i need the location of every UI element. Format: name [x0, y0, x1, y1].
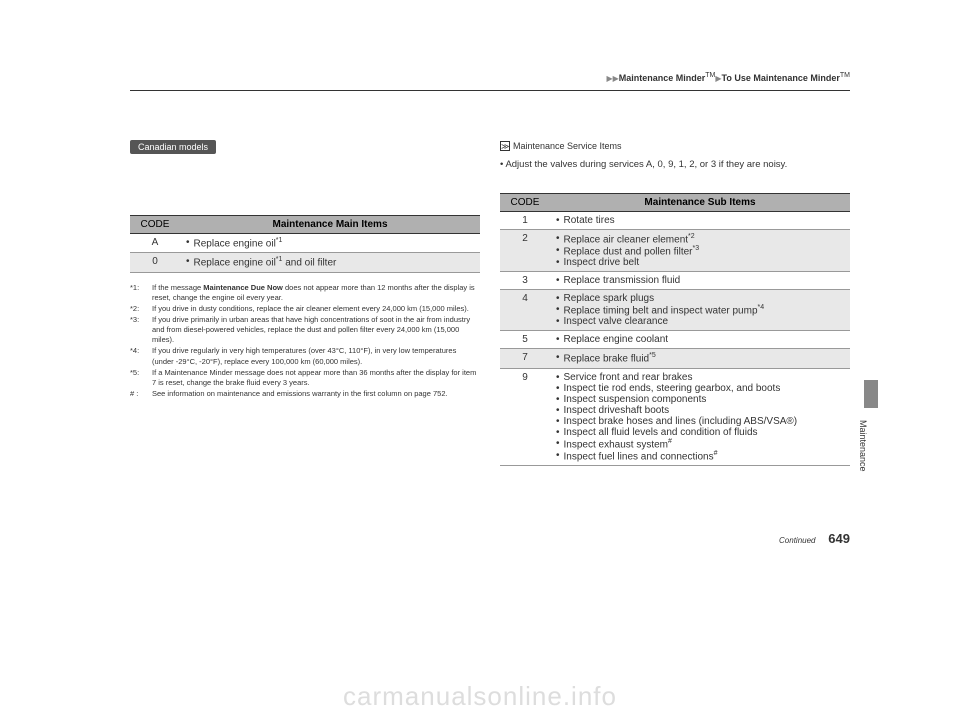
footnote-text: If the message Maintenance Due Now does …: [152, 283, 480, 303]
table-row: 3 Replace transmission fluid: [500, 272, 850, 290]
code-cell: 5: [500, 331, 550, 349]
footnotes-block: *1:If the message Maintenance Due Now do…: [130, 283, 480, 399]
list-item: Replace engine oil*1: [186, 237, 474, 249]
list-item: Inspect fuel lines and connections#: [556, 450, 844, 462]
footnote-text: See information on maintenance and emiss…: [152, 389, 448, 399]
list-item: Rotate tires: [556, 215, 844, 226]
list-item: Inspect drive belt: [556, 257, 844, 268]
table-row: 4Replace spark plugsReplace timing belt …: [500, 290, 850, 331]
tm-mark-2: TM: [840, 72, 850, 79]
items-cell: Replace air cleaner element*2Replace dus…: [550, 229, 850, 272]
breadcrumb: ▶▶Maintenance MinderTM▶To Use Maintenanc…: [606, 72, 850, 83]
main-head-title: Maintenance Main Items: [180, 216, 480, 234]
footnote-text: If you drive in dusty conditions, replac…: [152, 304, 469, 314]
footnote: *2:If you drive in dusty conditions, rep…: [130, 304, 480, 314]
footnote: *3:If you drive primarily in urban areas…: [130, 315, 480, 345]
breadcrumb-arrow: ▶▶: [606, 74, 618, 83]
table-row: 1 Rotate tires: [500, 211, 850, 229]
code-cell: 2: [500, 229, 550, 272]
table-row: 0 Replace engine oil*1 and oil filter: [130, 253, 480, 272]
list-item: Inspect suspension components: [556, 394, 844, 405]
header-rule: [130, 90, 850, 91]
items-cell: Replace spark plugsReplace timing belt a…: [550, 290, 850, 331]
side-tab: [864, 380, 878, 408]
items-cell: Replace engine oil*1 and oil filter: [180, 253, 480, 272]
list-item: Service front and rear brakes: [556, 372, 844, 383]
list-item: Replace dust and pollen filter*3: [556, 245, 844, 257]
footnote: *5:If a Maintenance Minder message does …: [130, 368, 480, 388]
model-badge: Canadian models: [130, 140, 216, 154]
main-head-code: CODE: [130, 216, 180, 234]
main-items-table: CODE Maintenance Main Items A Replace eng…: [130, 215, 480, 273]
list-item: Replace brake fluid*5: [556, 352, 844, 364]
table-row: 9Service front and rear brakesInspect ti…: [500, 368, 850, 466]
list-item: Inspect brake hoses and lines (including…: [556, 416, 844, 427]
code-cell: 4: [500, 290, 550, 331]
side-label: Maintenance: [858, 420, 868, 472]
list-item: Inspect all fluid levels and condition o…: [556, 427, 844, 438]
footnote-marker: # :: [130, 389, 152, 399]
info-icon: ≫: [500, 141, 510, 151]
items-cell: Replace transmission fluid: [550, 272, 850, 290]
footnote-marker: *4:: [130, 346, 152, 366]
items-cell: Replace engine oil*1: [180, 234, 480, 253]
info-title: Maintenance Service Items: [513, 141, 622, 151]
page-footer: Continued 649: [779, 531, 850, 546]
code-cell: 1: [500, 211, 550, 229]
sub-head-title: Maintenance Sub Items: [550, 193, 850, 211]
list-item: Inspect exhaust system#: [556, 438, 844, 450]
code-cell: 3: [500, 272, 550, 290]
footnote-marker: *2:: [130, 304, 152, 314]
list-item: Inspect driveshaft boots: [556, 405, 844, 416]
info-line: • Adjust the valves during services A, 0…: [500, 158, 850, 172]
list-item: Inspect tie rod ends, steering gearbox, …: [556, 383, 844, 394]
list-item: Replace timing belt and inspect water pu…: [556, 304, 844, 316]
list-item: Replace engine coolant: [556, 334, 844, 345]
code-cell: 7: [500, 349, 550, 368]
watermark: carmanualsonline.info: [0, 681, 960, 712]
page-number: 649: [828, 531, 850, 546]
items-cell: Rotate tires: [550, 211, 850, 229]
list-item: Inspect valve clearance: [556, 316, 844, 327]
continued-label: Continued: [779, 536, 815, 545]
items-cell: Replace engine coolant: [550, 331, 850, 349]
footnote: *4:If you drive regularly in very high t…: [130, 346, 480, 366]
footnote: *1:If the message Maintenance Due Now do…: [130, 283, 480, 303]
code-cell: 0: [130, 253, 180, 272]
items-cell: Replace brake fluid*5: [550, 349, 850, 368]
breadcrumb-part1: Maintenance Minder: [619, 73, 706, 83]
footnote-text: If you drive primarily in urban areas th…: [152, 315, 480, 345]
code-cell: A: [130, 234, 180, 253]
footnote-text: If you drive regularly in very high temp…: [152, 346, 480, 366]
footnote-marker: *5:: [130, 368, 152, 388]
footnote: # :See information on maintenance and em…: [130, 389, 480, 399]
list-item: Replace engine oil*1 and oil filter: [186, 256, 474, 268]
code-cell: 9: [500, 368, 550, 466]
breadcrumb-part2: To Use Maintenance Minder: [722, 73, 840, 83]
table-row: A Replace engine oil*1: [130, 234, 480, 253]
list-item: Replace spark plugs: [556, 293, 844, 304]
table-row: 2Replace air cleaner element*2Replace du…: [500, 229, 850, 272]
footnote-text: If a Maintenance Minder message does not…: [152, 368, 480, 388]
items-cell: Service front and rear brakesInspect tie…: [550, 368, 850, 466]
table-row: 7 Replace brake fluid*5: [500, 349, 850, 368]
info-box: ≫Maintenance Service Items • Adjust the …: [500, 140, 850, 173]
footnote-marker: *1:: [130, 283, 152, 303]
list-item: Replace transmission fluid: [556, 275, 844, 286]
sub-head-code: CODE: [500, 193, 550, 211]
footnote-marker: *3:: [130, 315, 152, 345]
table-row: 5 Replace engine coolant: [500, 331, 850, 349]
list-item: Replace air cleaner element*2: [556, 233, 844, 245]
tm-mark: TM: [705, 72, 715, 79]
sub-items-table: CODE Maintenance Sub Items 1 Rotate tires…: [500, 193, 850, 467]
